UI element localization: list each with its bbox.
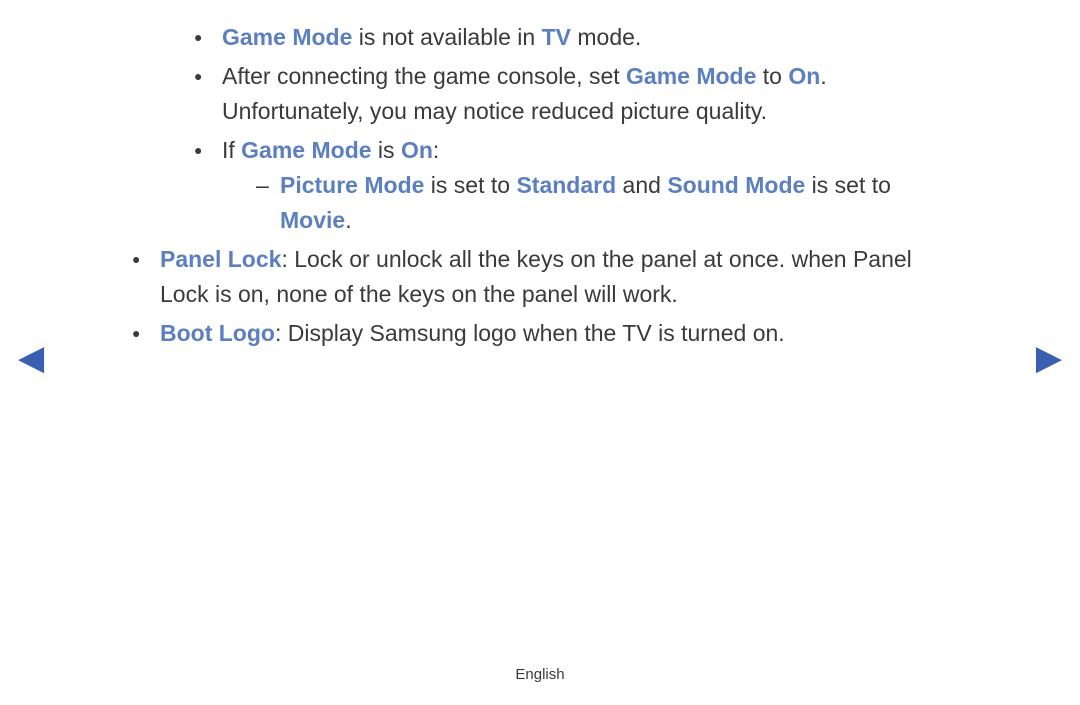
- outer-bullet-item: Boot Logo: Display Samsung logo when the…: [130, 316, 950, 351]
- term: Boot Logo: [160, 320, 275, 346]
- term: TV: [542, 24, 571, 50]
- text-run: : Display Samsung logo when the TV is tu…: [275, 320, 785, 346]
- term: On: [401, 137, 433, 163]
- term: Sound Mode: [667, 172, 805, 198]
- text-run: and: [616, 172, 667, 198]
- next-arrow-icon[interactable]: ▶: [1036, 338, 1062, 378]
- term: Standard: [516, 172, 616, 198]
- sub-bullet-item: If Game Mode is On: Picture Mode is set t…: [192, 133, 950, 238]
- text-run: :: [433, 137, 439, 163]
- text-run: is set to: [424, 172, 516, 198]
- text-run: After connecting the game console, set: [222, 63, 626, 89]
- sub-sub-bullet-item: Picture Mode is set to Standard and Soun…: [254, 168, 950, 238]
- text-run: If: [222, 137, 241, 163]
- term: On: [788, 63, 820, 89]
- text-run: is: [372, 137, 401, 163]
- term: Game Mode: [222, 24, 352, 50]
- text-run: mode.: [571, 24, 641, 50]
- sub-bullet-item: After connecting the game console, set G…: [192, 59, 950, 129]
- text-run: to: [756, 63, 788, 89]
- text-run: .: [345, 207, 351, 233]
- prev-arrow-icon[interactable]: ◀: [18, 338, 44, 378]
- term: Movie: [280, 207, 345, 233]
- term: Picture Mode: [280, 172, 424, 198]
- sub-bullet-item: Game Mode is not available in TV mode.: [192, 20, 950, 55]
- sub-sub-bullet-list: Picture Mode is set to Standard and Soun…: [254, 168, 950, 238]
- text-run: is not available in: [352, 24, 541, 50]
- manual-content: Game Mode is not available in TV mode. Af…: [130, 20, 950, 355]
- sub-bullet-list: Game Mode is not available in TV mode. Af…: [192, 20, 950, 238]
- term: Game Mode: [241, 137, 371, 163]
- text-run: is set to: [805, 172, 891, 198]
- footer-language: English: [0, 666, 1080, 683]
- term: Game Mode: [626, 63, 756, 89]
- term: Panel Lock: [160, 246, 281, 272]
- outer-bullet-item: Panel Lock: Lock or unlock all the keys …: [130, 242, 950, 312]
- outer-bullet-list: Panel Lock: Lock or unlock all the keys …: [130, 242, 950, 351]
